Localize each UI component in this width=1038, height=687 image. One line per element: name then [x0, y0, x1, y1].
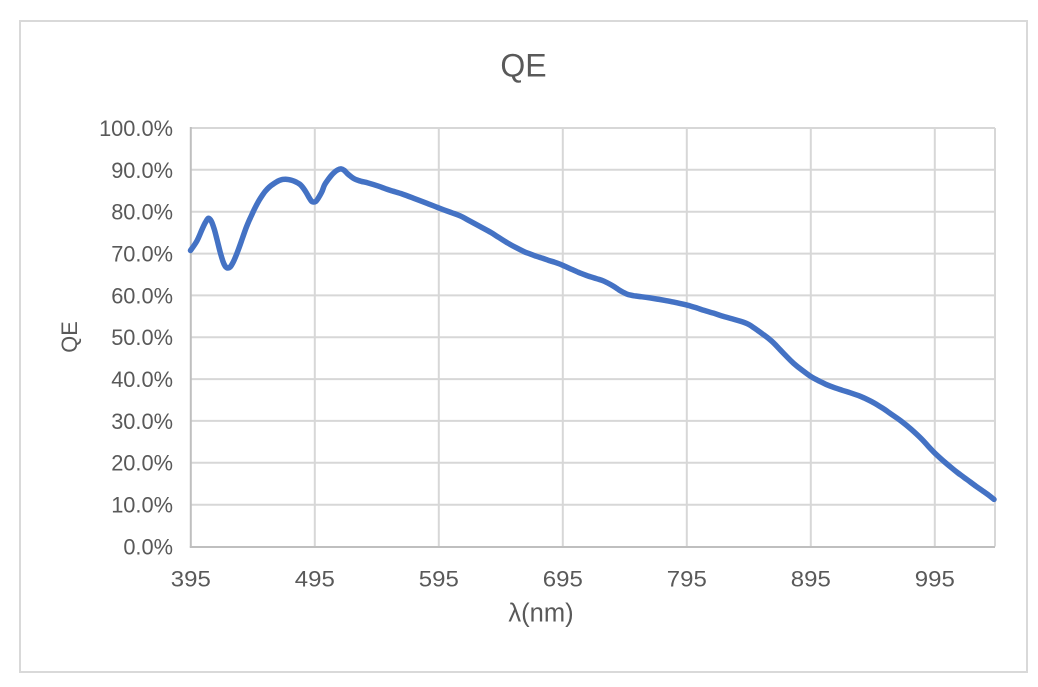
svg-text:595: 595 — [419, 566, 459, 591]
svg-text:695: 695 — [543, 566, 583, 591]
svg-text:80.0%: 80.0% — [111, 200, 173, 225]
svg-text:0.0%: 0.0% — [123, 534, 173, 559]
svg-text:495: 495 — [295, 566, 335, 591]
svg-text:50.0%: 50.0% — [111, 325, 173, 350]
svg-text:30.0%: 30.0% — [111, 409, 173, 434]
svg-text:QE: QE — [57, 321, 82, 353]
svg-text:40.0%: 40.0% — [111, 367, 173, 392]
svg-text:60.0%: 60.0% — [111, 283, 173, 308]
svg-text:895: 895 — [791, 566, 831, 591]
svg-text:395: 395 — [171, 566, 211, 591]
svg-text:70.0%: 70.0% — [111, 241, 173, 266]
svg-text:QE: QE — [500, 47, 546, 83]
svg-text:10.0%: 10.0% — [111, 493, 173, 518]
svg-text:λ(nm): λ(nm) — [508, 600, 573, 628]
svg-text:20.0%: 20.0% — [111, 451, 173, 476]
svg-text:795: 795 — [667, 566, 707, 591]
svg-text:100.0%: 100.0% — [99, 116, 173, 141]
svg-text:90.0%: 90.0% — [111, 158, 173, 183]
svg-text:995: 995 — [915, 566, 955, 591]
